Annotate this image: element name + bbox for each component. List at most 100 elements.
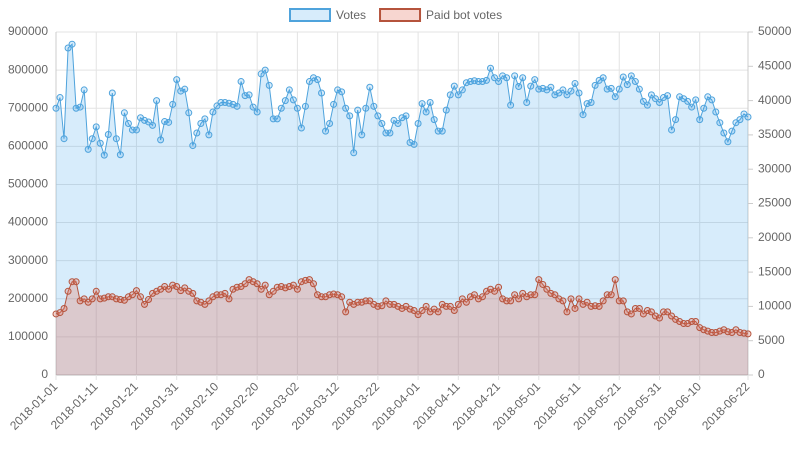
point [394,119,402,127]
y2-tick-label: 30000 [758,161,792,175]
point [491,287,499,295]
point [635,85,643,93]
point [88,295,96,303]
point [692,317,700,325]
point [322,127,330,135]
point [527,82,535,90]
point [692,96,700,104]
point [583,298,591,306]
point [237,78,245,86]
point [265,81,273,89]
point [342,104,350,112]
y2-tick-label: 5000 [758,333,785,347]
point [655,99,663,107]
point [482,76,490,84]
legend-swatch [289,8,331,22]
point [289,281,297,289]
point [700,104,708,112]
point [607,291,615,299]
point [338,293,346,301]
point [189,289,197,297]
point [744,330,752,338]
point [728,127,736,135]
point [551,291,559,299]
point [305,276,313,284]
point [165,285,173,293]
point [515,295,523,303]
point [96,139,104,147]
point [599,74,607,82]
point [362,104,370,112]
point [136,293,144,301]
y-tick-label: 600000 [8,139,48,153]
point [293,285,301,293]
point [458,86,466,94]
point [64,287,72,295]
point [515,82,523,90]
point [145,296,153,304]
point [378,119,386,127]
y-tick-label: 300000 [8,253,48,267]
point [132,126,140,134]
point [623,81,631,89]
point [141,300,149,308]
point [503,74,511,82]
legend-label: Votes [336,8,366,22]
point [446,91,454,99]
point [108,89,116,97]
point [112,135,120,143]
point [205,131,213,139]
y2-tick-label: 15000 [758,264,792,278]
point [169,100,177,108]
point [531,76,539,84]
point [712,108,720,116]
point [539,280,547,288]
point [543,285,551,293]
point [430,116,438,124]
point [285,86,293,94]
point [450,82,458,90]
point [88,135,96,143]
point [519,74,527,82]
point [615,85,623,93]
point [571,79,579,87]
point [157,136,165,144]
point [627,310,635,318]
point [668,126,676,134]
point [261,281,269,289]
point [366,83,374,91]
y-tick-label: 200000 [8,291,48,305]
point [511,291,519,299]
point [358,131,366,139]
point [301,102,309,110]
point [696,116,704,124]
y-tick-label: 900000 [8,24,48,38]
point [563,308,571,316]
point [511,72,519,80]
point [104,131,112,139]
point [535,276,543,284]
y-tick-label: 0 [41,367,48,381]
point [571,304,579,312]
point [664,92,672,100]
point [245,91,253,99]
point [607,84,615,92]
point [414,311,422,319]
point [418,307,426,315]
point [318,89,326,97]
point [116,151,124,159]
point [52,104,60,112]
point [241,280,249,288]
point [76,103,84,111]
point [442,106,450,114]
point [338,88,346,96]
point [253,280,261,288]
point [672,116,680,124]
point [181,85,189,93]
point [60,304,68,312]
x-tick-label: 2018-06-22 [699,379,753,433]
point [173,283,181,291]
point [189,142,197,150]
y-tick-label: 400000 [8,215,48,229]
point [201,115,209,123]
